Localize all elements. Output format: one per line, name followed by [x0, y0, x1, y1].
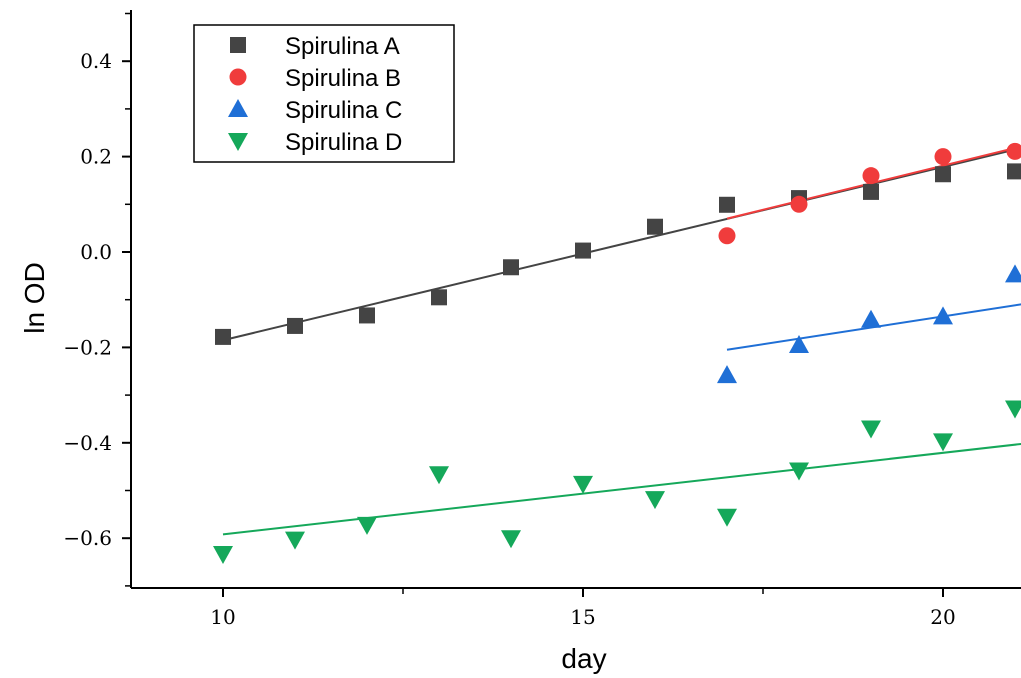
- data-point: [790, 195, 808, 213]
- y-tick-label: 0.0: [80, 240, 112, 264]
- data-point: [935, 166, 951, 183]
- data-point: [645, 491, 665, 510]
- y-tick-label: 0.4: [80, 49, 112, 73]
- data-point: [718, 227, 736, 245]
- x-tick-label: 10: [210, 605, 235, 629]
- series-3-points: [717, 264, 1021, 384]
- fit-line-series-2: [726, 145, 1021, 220]
- data-point: [789, 335, 809, 354]
- data-point: [717, 508, 737, 527]
- data-point: [501, 530, 521, 549]
- y-tick-label: 0.2: [80, 145, 112, 169]
- data-point: [359, 307, 375, 324]
- series-4-points: [213, 400, 1021, 564]
- data-point: [719, 196, 735, 213]
- legend-marker: [228, 133, 248, 151]
- data-point: [431, 289, 447, 306]
- data-point: [573, 475, 593, 494]
- x-tick-label: 20: [930, 605, 955, 629]
- legend-marker: [229, 68, 247, 86]
- legend-label: Spirulina A: [285, 33, 400, 60]
- data-point: [861, 309, 881, 328]
- data-point: [862, 167, 880, 185]
- y-tick-label: −0.2: [63, 335, 112, 359]
- data-point: [861, 420, 881, 439]
- data-point: [1005, 400, 1021, 419]
- legend-items: Spirulina A Spirulina B Spirulina C Spiruli…: [228, 33, 402, 156]
- data-point: [1007, 163, 1021, 180]
- series-1-points: [215, 163, 1021, 345]
- data-point: [933, 306, 953, 325]
- data-point: [575, 242, 591, 259]
- data-point: [215, 328, 231, 345]
- fit-line-series-3: [726, 303, 1021, 351]
- data-point: [285, 531, 305, 550]
- x-axis-title: day: [561, 643, 606, 674]
- legend-marker: [228, 99, 248, 117]
- data-point: [1006, 142, 1021, 160]
- data-point: [213, 545, 233, 564]
- x-tick-label: 15: [570, 605, 595, 629]
- legend: Spirulina A Spirulina B Spirulina C Spiruli…: [193, 24, 455, 163]
- fit-lines: [222, 145, 1021, 536]
- data-point: [789, 462, 809, 481]
- data-point: [863, 183, 879, 200]
- data-point: [287, 317, 303, 334]
- legend-label: Spirulina B: [285, 65, 401, 92]
- data-points: [213, 142, 1021, 564]
- y-tick-label: −0.4: [63, 431, 112, 455]
- data-point: [503, 259, 519, 276]
- legend-marker: [230, 37, 246, 53]
- data-point: [934, 148, 952, 166]
- legend-label: Spirulina C: [285, 97, 402, 124]
- data-point: [717, 365, 737, 384]
- legend-label: Spirulina D: [285, 129, 402, 156]
- data-point: [429, 466, 449, 485]
- y-tick-label: −0.6: [63, 526, 112, 550]
- series-2-points: [718, 142, 1021, 245]
- data-point: [1005, 264, 1021, 283]
- fit-line-series-4: [222, 442, 1021, 536]
- data-point: [357, 516, 377, 535]
- data-point: [647, 218, 663, 235]
- y-axis-title: ln OD: [19, 262, 50, 334]
- data-point: [933, 433, 953, 452]
- tick-group: 1015202530−0.6−0.4−0.20.00.20.4: [63, 12, 956, 629]
